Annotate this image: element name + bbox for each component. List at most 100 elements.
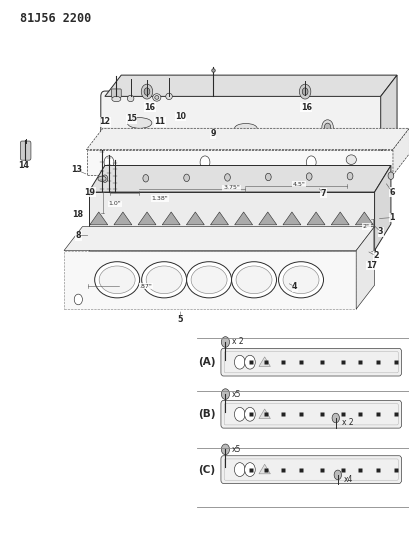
Text: 1.0": 1.0" [108,201,121,206]
Text: 18: 18 [72,210,83,219]
Text: 19: 19 [84,188,95,197]
Text: x4: x4 [343,475,353,483]
Ellipse shape [234,124,256,133]
Text: 16: 16 [144,102,155,111]
Circle shape [143,174,148,182]
Polygon shape [88,192,374,251]
Circle shape [183,174,189,182]
Polygon shape [258,464,270,474]
Circle shape [331,413,339,423]
Polygon shape [258,409,270,418]
Text: 3: 3 [377,228,382,237]
Circle shape [301,88,307,95]
Text: 4: 4 [292,282,297,291]
Text: 14: 14 [18,161,29,170]
Text: 2": 2" [362,224,369,229]
Polygon shape [162,212,180,225]
Text: 13: 13 [71,165,81,174]
Text: 10: 10 [175,112,186,121]
Circle shape [221,337,229,348]
Polygon shape [258,357,270,367]
Circle shape [141,84,152,99]
Text: 5: 5 [177,315,183,324]
Polygon shape [392,128,408,175]
Polygon shape [330,212,348,225]
Ellipse shape [142,262,186,298]
Polygon shape [105,75,396,96]
Polygon shape [306,212,324,225]
Text: x 2: x 2 [341,418,353,427]
Ellipse shape [231,262,276,298]
Polygon shape [88,165,390,192]
Ellipse shape [191,266,227,294]
Circle shape [244,463,255,477]
Circle shape [234,356,245,369]
Circle shape [324,123,330,131]
Ellipse shape [127,118,151,128]
Text: 3.75": 3.75" [222,185,239,190]
Circle shape [346,173,352,180]
Ellipse shape [98,176,106,181]
Ellipse shape [278,262,323,298]
Polygon shape [355,212,373,225]
Polygon shape [114,212,132,225]
Ellipse shape [345,155,355,165]
Circle shape [306,173,311,180]
Circle shape [144,88,149,95]
Circle shape [221,444,229,455]
Text: (A): (A) [197,357,215,367]
Text: 16: 16 [300,102,311,111]
Polygon shape [374,165,390,251]
Circle shape [244,356,255,369]
Circle shape [102,175,108,182]
Circle shape [234,463,245,477]
Text: 11: 11 [154,117,165,126]
Ellipse shape [127,95,134,102]
Polygon shape [210,212,228,225]
FancyBboxPatch shape [220,400,400,428]
Polygon shape [258,212,276,225]
Text: (B): (B) [197,409,215,419]
Ellipse shape [146,266,182,294]
Polygon shape [64,251,355,309]
Circle shape [306,156,315,168]
Ellipse shape [322,129,332,135]
Ellipse shape [282,266,318,294]
Ellipse shape [236,266,271,294]
Ellipse shape [112,96,121,102]
Circle shape [200,156,209,168]
Polygon shape [86,150,392,175]
Polygon shape [64,227,374,251]
FancyBboxPatch shape [220,349,400,376]
Text: .87": .87" [139,284,152,289]
Ellipse shape [186,262,231,298]
FancyBboxPatch shape [220,456,400,483]
Polygon shape [282,212,300,225]
Circle shape [234,407,245,421]
Text: (C): (C) [198,465,215,474]
Polygon shape [86,128,408,150]
Circle shape [221,389,229,399]
Text: 9: 9 [210,129,216,138]
Text: 2: 2 [372,252,378,260]
Ellipse shape [99,266,135,294]
Text: 17: 17 [365,261,376,270]
Polygon shape [186,212,204,225]
Text: 7: 7 [320,189,326,198]
Polygon shape [234,212,252,225]
Ellipse shape [165,93,172,100]
Text: 15: 15 [126,114,137,123]
Polygon shape [355,227,374,309]
Ellipse shape [154,95,158,99]
FancyBboxPatch shape [20,141,31,160]
Circle shape [244,407,255,421]
Circle shape [299,84,310,99]
Text: 6: 6 [389,188,394,197]
Polygon shape [380,75,396,152]
FancyBboxPatch shape [101,91,384,158]
Circle shape [333,470,341,480]
Circle shape [321,120,333,135]
Ellipse shape [94,262,139,298]
Ellipse shape [156,140,163,146]
Text: x5: x5 [231,445,240,454]
